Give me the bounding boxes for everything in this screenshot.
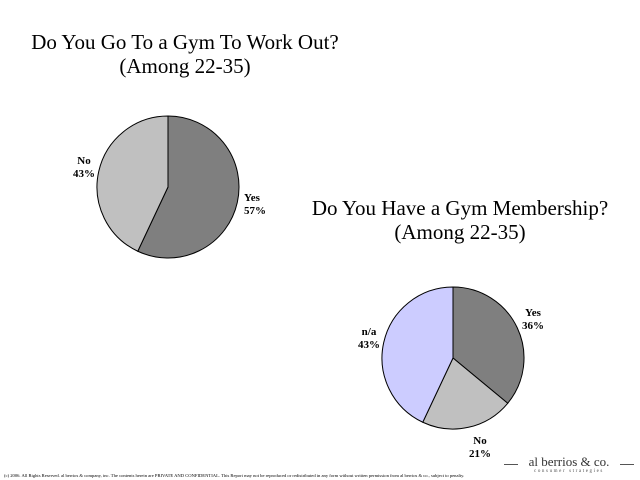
- logo-tagline: consumer strategies: [534, 469, 604, 474]
- chart-2-title: Do You Have a Gym Membership? (Among 22-…: [290, 196, 630, 244]
- chart-2-slice-na: [381, 286, 454, 423]
- chart-2-label-no: No 21%: [469, 435, 491, 460]
- chart-2-slice-no: [422, 357, 509, 430]
- logo-rule-right: [620, 464, 634, 465]
- chart-1-slice-yes: [137, 115, 240, 259]
- logo-rule-left: [504, 464, 518, 465]
- chart-1-title-text: Do You Go To a Gym To Work Out?: [31, 30, 339, 54]
- chart-1-label-no: No 43%: [73, 155, 95, 180]
- company-logo: al berrios & co. consumer strategies: [504, 455, 634, 477]
- logo-name: al berrios & co.: [528, 454, 610, 469]
- chart-1-subtitle: (Among 22-35): [119, 54, 251, 78]
- chart-1-label-yes: Yes 57%: [244, 192, 266, 217]
- chart-1-slice-no: [96, 115, 169, 252]
- chart-2-title-text: Do You Have a Gym Membership?: [311, 196, 609, 220]
- chart-2-slice-yes: [452, 286, 525, 404]
- chart-2-label-na: n/a 43%: [358, 326, 380, 351]
- chart-2-subtitle: (Among 22-35): [394, 220, 526, 244]
- chart-1-title: Do You Go To a Gym To Work Out? (Among 2…: [0, 30, 370, 78]
- copyright-note: (c) 2006. All Rights Reserved. al berrio…: [4, 473, 465, 478]
- chart-2-label-yes: Yes 36%: [522, 307, 544, 332]
